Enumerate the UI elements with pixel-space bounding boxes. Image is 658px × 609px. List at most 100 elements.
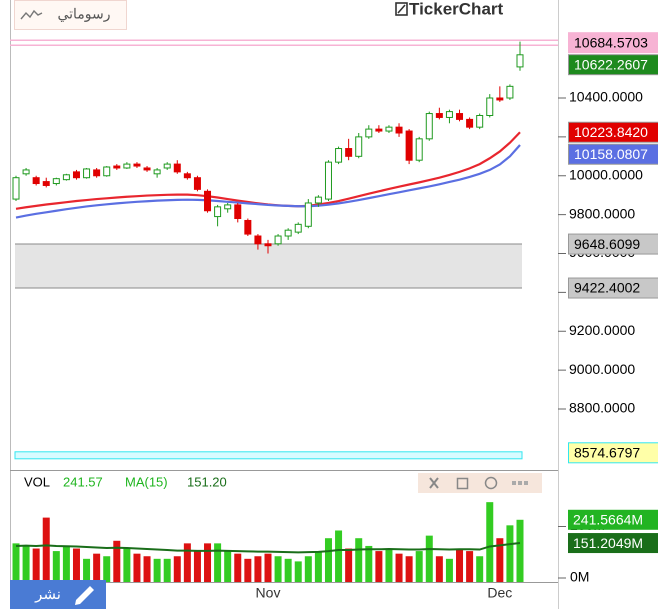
badge-label: 8574.6797 [574, 445, 640, 461]
candle-body [244, 219, 252, 235]
panel-value: 241.57 [63, 474, 103, 489]
volume-bar [133, 553, 141, 582]
y-tick-label: 10400.0000 [569, 89, 643, 105]
volume-bar [385, 548, 393, 582]
badge-bg [568, 54, 658, 76]
candle-body [496, 97, 504, 101]
volume-bar [32, 548, 40, 582]
volume-bar [425, 535, 433, 582]
volume-bar [93, 553, 101, 582]
candle-body [284, 229, 292, 237]
volume-bar [173, 556, 181, 582]
dot [518, 481, 522, 485]
panel-title: MA(15) [125, 474, 168, 489]
volume-bar [395, 553, 403, 582]
candle-body [294, 223, 302, 233]
candle-body [113, 165, 121, 169]
candle-body [476, 114, 484, 128]
volume-bar [143, 556, 151, 582]
badge-label: 241.5664M [573, 511, 643, 527]
candle-body [214, 206, 222, 218]
y-tick-label: 8800.0000 [569, 400, 635, 416]
candle-body [385, 126, 393, 132]
candle-body [183, 173, 191, 179]
close-icon[interactable] [429, 477, 439, 489]
candle-body [395, 126, 403, 134]
more-icon[interactable] [512, 481, 528, 485]
volume-bar [486, 502, 494, 582]
volume-bar [183, 543, 191, 582]
y-tick-label: 0M [570, 569, 589, 585]
candle-body [435, 113, 443, 118]
badge-label: 9422.4002 [574, 280, 640, 296]
volume-bar [415, 551, 423, 582]
candle-body [193, 177, 201, 190]
price-badge: 9422.4002 [568, 277, 658, 299]
volume-bar [234, 553, 242, 582]
volume-panel: VOL241.57MA(15)151.200M200MNovDec241.566… [12, 474, 658, 601]
publish-button[interactable]: نشر [10, 580, 106, 609]
volume-bar [456, 548, 464, 582]
volume-bar [335, 530, 343, 582]
volume-bar [72, 548, 80, 582]
my-drawings-button[interactable]: رسوماتي [14, 0, 127, 30]
volume-bar [193, 551, 201, 582]
candle-body [42, 181, 50, 186]
volume-bar [314, 551, 322, 582]
x-tick-label: Nov [256, 585, 281, 601]
candle-body [345, 148, 353, 157]
badge-bg [568, 143, 658, 165]
badge-label: 10622.2607 [574, 56, 648, 72]
candle-body [173, 163, 181, 173]
dot [512, 481, 516, 485]
y-tick-label: 9800.0000 [569, 205, 635, 221]
candle-body [153, 169, 161, 175]
volume-bar [294, 561, 302, 582]
level-band [14, 451, 523, 460]
button-bg [14, 0, 127, 30]
maximize-icon[interactable] [456, 477, 469, 490]
candle-body [234, 204, 242, 220]
candle-body [143, 167, 151, 171]
volume-bar [476, 556, 484, 582]
brand-icon [395, 2, 408, 16]
candle-body [32, 177, 40, 185]
volume-bar [244, 558, 252, 582]
badge-bg [568, 277, 658, 299]
badge-label: 10158.0807 [574, 146, 648, 162]
volume-bar [264, 553, 272, 582]
x-tick-label: Dec [487, 585, 512, 601]
panel-toolbar [418, 473, 542, 493]
candle-body [304, 202, 312, 227]
settings-icon[interactable] [484, 476, 498, 490]
candle-body [355, 136, 363, 157]
volume-bar [345, 548, 353, 582]
toolbar-bg [418, 473, 542, 493]
volume-bar [435, 556, 443, 582]
price-badge: 10223.8420 [568, 121, 658, 143]
price-badge: 8574.6797 [568, 442, 658, 464]
badge-label: 9648.6099 [574, 236, 640, 252]
candle-body [12, 177, 20, 200]
volume-bar [324, 538, 332, 582]
candle-body [375, 128, 383, 132]
badge-bg [568, 121, 658, 143]
volume-ma [15, 542, 521, 554]
candle-body [335, 148, 343, 163]
volume-bar [204, 543, 212, 582]
brand: TickerChart [395, 0, 504, 18]
candle-body [254, 235, 262, 245]
volume-bar [375, 551, 383, 582]
candle-body [506, 85, 514, 99]
candle-body [516, 54, 524, 68]
candle-body [365, 128, 373, 138]
volume-bar [304, 556, 312, 582]
drawing-icon [20, 9, 43, 20]
volume-bar [62, 545, 70, 582]
brand-name: TickerChart [409, 0, 504, 18]
price-panel: 10400.000010200.000010000.00009800.00009… [10, 32, 658, 464]
volume-bar [274, 556, 282, 582]
candle-body [163, 163, 171, 169]
